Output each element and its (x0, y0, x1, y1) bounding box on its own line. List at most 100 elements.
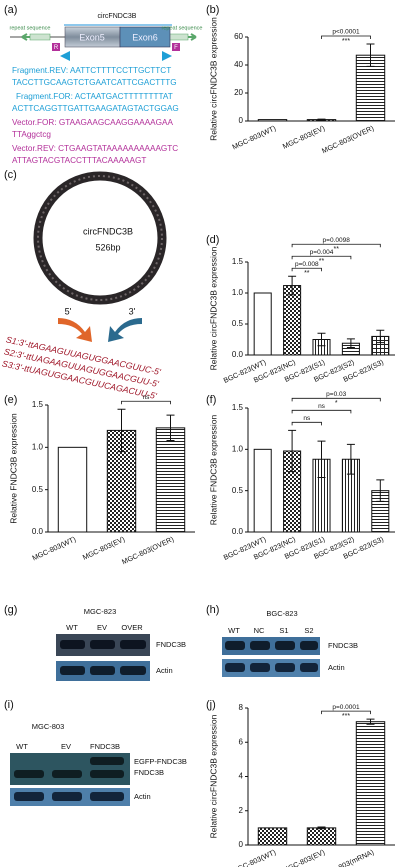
y-tick-label: 2 (239, 806, 244, 815)
y-tick-label: 20 (234, 88, 243, 97)
panel-label: (f) (206, 394, 216, 406)
primer-label: F (174, 45, 178, 51)
panel-label: (g) (4, 604, 17, 616)
x-tick-label: MGC-803(mRNA) (320, 847, 376, 867)
band-label: FNDC3B (134, 768, 164, 777)
panel-label: (i) (4, 699, 14, 711)
y-tick-label: 0.5 (232, 486, 244, 495)
error-bar (346, 338, 355, 349)
y-tick-label: 4 (239, 772, 244, 781)
significance-label: p=0.0001 (332, 704, 360, 711)
repeat-label: repeat sequence (10, 25, 51, 31)
sequence-line: Vector.FOR: GTAAGAAGCAAGGAAAAGAA (12, 118, 173, 127)
y-tick-label: 0.0 (232, 527, 244, 536)
bar (283, 285, 302, 356)
error-bar (317, 118, 326, 121)
lane-label: WT (66, 623, 78, 632)
sequence-line: Fragment.REV: AATTCTTTTCCTTGCTTCT (12, 66, 171, 75)
significance-bracket (321, 35, 371, 39)
significance-stars: ** (304, 270, 310, 277)
sequence-line: Vector.REV: CTGAAGTATAAAAAAAAAAGTC (12, 144, 178, 153)
repeat-label: repeat sequence (162, 25, 203, 31)
panel-label: (d) (206, 234, 219, 246)
lane-label: WT (228, 626, 240, 635)
band-label: Actin (156, 666, 173, 675)
sequence-line: Fragment.FOR: ACTAATGACTTTTTTTTAT (16, 92, 173, 101)
x-tick-label: MGC-803(OVER) (120, 534, 175, 566)
x-tick-label: MGC-803(EV) (281, 847, 326, 867)
significance-label: ns (318, 403, 326, 410)
error-bar (376, 479, 385, 502)
y-tick-label: 1.5 (232, 403, 244, 412)
blot (222, 637, 320, 677)
significance-bracket (291, 397, 381, 402)
significance-label: p=0.004 (310, 249, 334, 256)
x-tick-label: MGC-803(WT) (231, 123, 278, 151)
bar (306, 827, 337, 846)
panel-label: (e) (4, 394, 17, 406)
y-tick-label: 1.0 (232, 444, 244, 453)
blot-title: BGC-823 (266, 609, 297, 618)
y-axis-label: Relative circFNDC3B expression (208, 714, 218, 838)
error-bar (288, 275, 297, 296)
bar (355, 54, 386, 122)
x-tick-label: MGC-803(WT) (31, 534, 78, 562)
y-tick-label: 6 (239, 737, 244, 746)
bar (253, 292, 272, 356)
x-tick-label: MGC-803(WT) (231, 847, 278, 867)
circrna-size: 526bp (95, 242, 120, 252)
blot (56, 634, 150, 681)
significance-label: p<0.0001 (332, 29, 360, 36)
band-label: FNDC3B (156, 640, 186, 649)
band-label: EGFP-FNDC3B (134, 757, 187, 766)
y-tick-label: 0.0 (32, 527, 44, 536)
lane-label: EV (97, 623, 107, 632)
y-tick-label: 40 (234, 60, 243, 69)
error-bar (376, 329, 385, 344)
lane-label: OVER (121, 623, 143, 632)
sequence-line: ATTAGTACGTACCTTTACAAAAAGT (12, 156, 146, 165)
lane-label: NC (254, 626, 265, 635)
bar (253, 448, 272, 533)
significance-bracket (291, 243, 381, 248)
sequence-line: ACTTCAGGTTGATTGAAGATAGTACTGGAG (12, 104, 179, 113)
y-axis-label: Relative FNDC3B expression (8, 413, 18, 524)
significance-label: ns (143, 394, 151, 401)
significance-bracket (321, 710, 371, 715)
circrna-diagram (33, 171, 167, 342)
error-bar (317, 440, 326, 478)
band-label: Actin (328, 663, 345, 672)
lane-label: FNDC3B (90, 742, 120, 751)
axis-line (47, 405, 195, 533)
end-label: 3' (129, 306, 136, 316)
error-bar (346, 443, 355, 475)
error-bar (317, 826, 326, 830)
construct-title: circFNDC3B (98, 13, 137, 20)
error-bar (166, 414, 175, 442)
error-bar (117, 408, 126, 453)
lane-label: S2 (304, 626, 313, 635)
y-axis-label: Relative FNDC3B expression (208, 414, 218, 525)
significance-bracket (291, 409, 352, 414)
y-tick-label: 1.0 (232, 288, 244, 297)
primer-label: R (54, 45, 59, 51)
bar (355, 721, 386, 846)
sequence-line: TTAggctcg (12, 130, 51, 139)
exon-label: Exon6 (132, 32, 158, 42)
lane-label: EV (61, 742, 71, 751)
bar (155, 427, 186, 533)
significance-stars: *** (342, 38, 350, 45)
end-label: 5' (65, 306, 72, 316)
significance-bracket (291, 421, 322, 426)
y-tick-label: 0.0 (232, 350, 244, 359)
blot-title: MGC-823 (84, 607, 117, 616)
lane-label: WT (16, 742, 28, 751)
axis-line (247, 708, 395, 846)
band-label: FNDC3B (328, 641, 358, 650)
bar (257, 119, 288, 122)
panel-label: (b) (206, 4, 219, 16)
panel-label: (a) (4, 4, 17, 16)
significance-label: ns (303, 415, 311, 422)
lane-label: S1 (279, 626, 288, 635)
